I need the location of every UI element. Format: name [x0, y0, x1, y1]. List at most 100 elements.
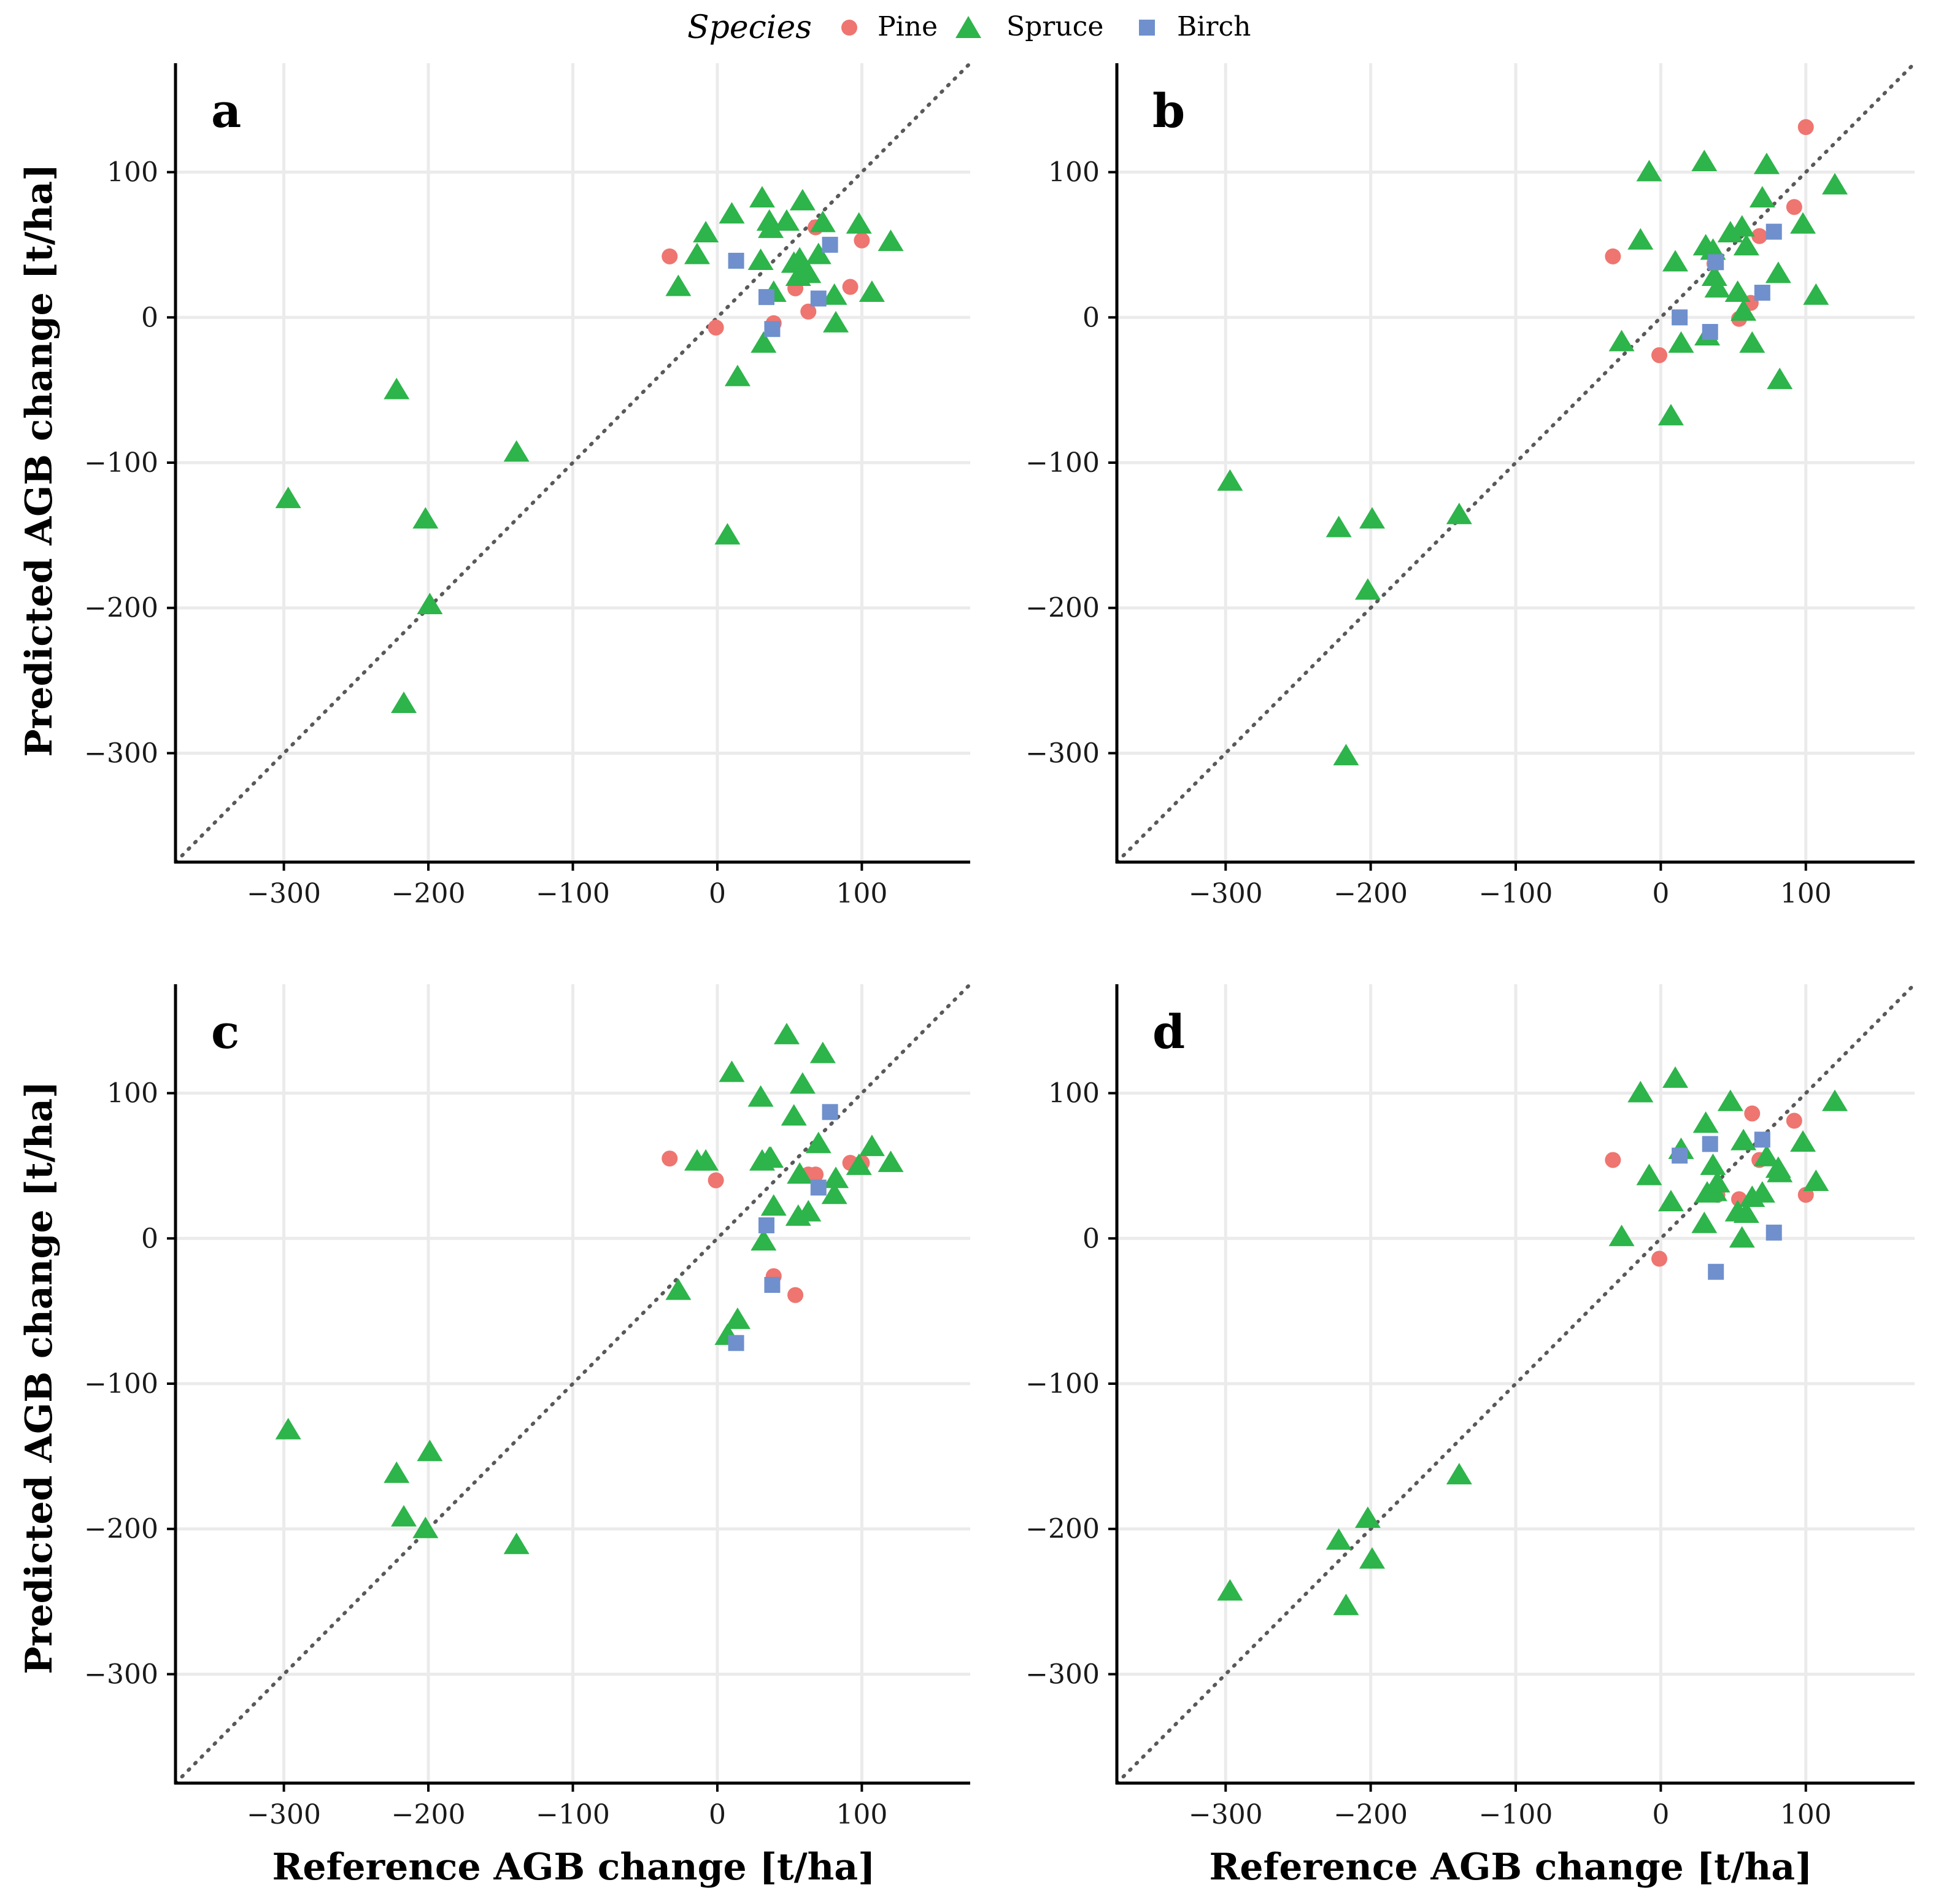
point-spruce: [1217, 469, 1243, 491]
point-spruce: [1608, 1224, 1635, 1246]
point-spruce: [1790, 212, 1816, 234]
point-spruce: [1803, 283, 1829, 305]
point-spruce: [412, 1516, 439, 1538]
point-spruce: [821, 283, 847, 305]
point-spruce: [412, 507, 439, 529]
point-spruce: [1739, 331, 1765, 353]
panel-c: −300 −200 −100 0 100 −300 −200 −100 0 100 c: [84, 984, 970, 1830]
point-birch: [1702, 1136, 1718, 1152]
point-spruce: [684, 242, 710, 264]
point-birch: [1754, 285, 1770, 301]
point-spruce: [719, 1060, 745, 1082]
point-spruce: [1692, 1111, 1719, 1133]
point-spruce: [1701, 264, 1727, 286]
panel-label: b: [1152, 83, 1185, 138]
point-spruce: [823, 310, 849, 333]
point-spruce: [391, 691, 417, 713]
point-birch: [1765, 223, 1782, 240]
point-spruce: [1446, 503, 1472, 525]
point-pine: [1605, 1152, 1621, 1168]
point-spruce: [1608, 330, 1635, 352]
point-spruce: [846, 1153, 872, 1175]
y-tick-label: −200: [84, 593, 158, 624]
point-spruce: [773, 1022, 800, 1044]
point-spruce: [795, 261, 822, 283]
y-axis-title-top: Predicted AGB change [t/ha]: [18, 164, 61, 757]
series-birch: [1672, 223, 1782, 340]
point-spruce: [823, 1166, 849, 1189]
point-spruce: [805, 1131, 832, 1154]
y-tick-label: 100: [1048, 1078, 1100, 1109]
point-pine: [662, 248, 678, 264]
point-spruce: [781, 1104, 807, 1126]
legend: Species Pine Spruce Birch: [687, 9, 1251, 46]
point-pine: [1605, 248, 1621, 264]
y-tick-label: 0: [141, 302, 158, 333]
point-spruce: [275, 1417, 301, 1440]
point-birch: [810, 1179, 827, 1196]
y-tick-label: −100: [84, 1368, 158, 1400]
point-spruce: [1753, 1144, 1780, 1166]
y-tick-label: −300: [1025, 738, 1100, 769]
legend-label-birch: Birch: [1177, 11, 1251, 42]
point-birch: [758, 289, 775, 306]
point-spruce: [275, 487, 301, 509]
point-pine: [854, 232, 870, 249]
x-tick-label: 0: [709, 878, 726, 909]
y-tick-label: 100: [107, 1078, 158, 1109]
panel-label: a: [211, 83, 241, 138]
point-spruce: [1803, 1169, 1829, 1191]
point-pine: [842, 279, 859, 295]
point-spruce: [1822, 172, 1848, 195]
point-spruce: [1731, 1128, 1757, 1150]
panel-label: c: [211, 1004, 239, 1059]
point-spruce: [1636, 160, 1662, 182]
point-spruce: [1359, 1547, 1385, 1569]
point-spruce: [758, 216, 784, 238]
point-spruce: [503, 1532, 530, 1554]
point-birch: [822, 1104, 838, 1120]
legend-key-spruce: [955, 16, 981, 38]
point-pine: [1744, 1105, 1761, 1122]
point-spruce: [805, 242, 832, 264]
identity-line: [176, 63, 970, 862]
legend-key-pine: [841, 20, 857, 36]
point-spruce: [1731, 299, 1757, 321]
point-spruce: [1354, 1506, 1381, 1528]
point-pine: [787, 1287, 804, 1303]
x-tick-label: −100: [536, 1799, 610, 1830]
point-spruce: [859, 1135, 885, 1157]
point-pine: [808, 1166, 824, 1183]
point-pine: [708, 319, 724, 336]
point-spruce: [724, 364, 751, 387]
point-pine: [1786, 199, 1802, 215]
point-birch: [728, 1335, 744, 1351]
x-tick-label: 0: [1652, 1799, 1669, 1830]
point-spruce: [503, 440, 530, 462]
point-spruce: [747, 1085, 774, 1107]
identity-line: [1117, 984, 1915, 1783]
x-tick-label: −300: [1189, 1799, 1263, 1830]
identity-line: [1117, 63, 1915, 862]
series-birch: [728, 236, 838, 337]
point-spruce: [1217, 1579, 1243, 1601]
point-spruce: [1704, 1171, 1731, 1193]
point-pine: [1786, 1112, 1802, 1129]
point-spruce: [751, 1229, 777, 1251]
x-tick-label: −300: [247, 1799, 321, 1830]
point-spruce: [789, 1072, 816, 1094]
point-birch: [810, 290, 827, 307]
point-spruce: [859, 280, 885, 303]
point-spruce: [1733, 234, 1759, 256]
point-pine: [708, 1172, 724, 1189]
point-spruce: [878, 229, 904, 252]
x-tick-label: −200: [392, 1799, 466, 1830]
point-spruce: [1704, 276, 1731, 298]
point-spruce: [1326, 1528, 1352, 1550]
point-spruce: [1359, 507, 1385, 529]
point-birch: [1765, 1224, 1782, 1241]
point-spruce: [1822, 1089, 1848, 1111]
y-tick-label: −300: [84, 738, 158, 769]
point-spruce: [665, 1278, 692, 1300]
